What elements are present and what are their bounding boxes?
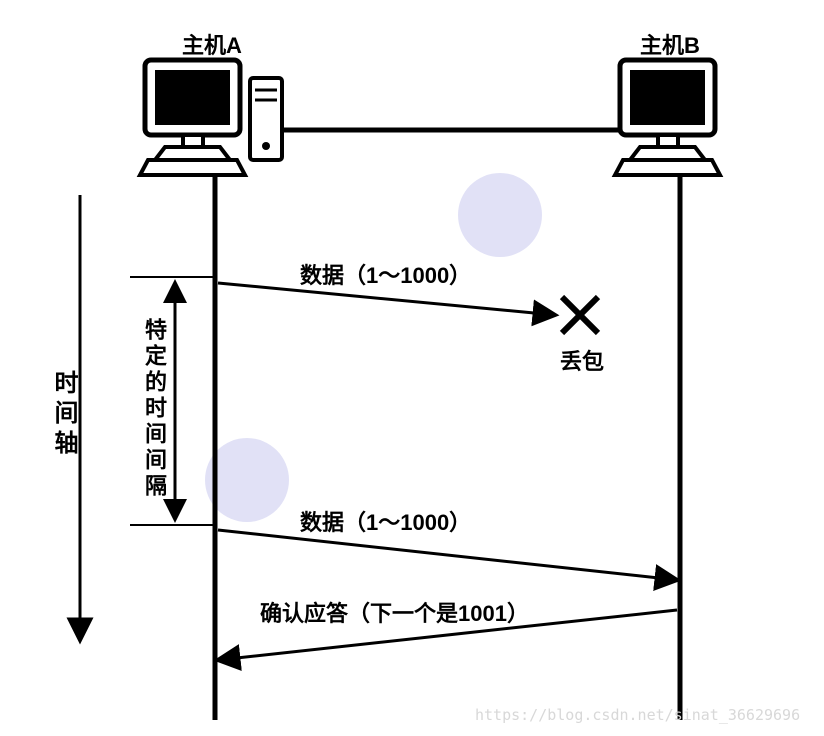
packet-loss-cross [562,297,598,333]
diagram-canvas: 主机A 主机B 时间轴 特定的时间间隔 数据（1～1000） 丢包 数据（1～1… [0,0,824,736]
msg-ack-label: 确认应答（下一个是1001） [260,596,529,628]
time-axis-label: 时间轴 [46,370,81,460]
msg-data2-arrow [218,530,677,580]
host-a-computer [140,60,282,175]
host-a-label: 主机A [182,28,242,60]
host-b-label: 主机B [640,28,700,60]
interval-label: 特定的时间间隔 [138,318,170,500]
msg-data2-label: 数据（1～1000） [300,505,471,537]
host-b-computer [615,60,720,175]
watermark-text: https://blog.csdn.net/sinat_36629696 [475,706,800,724]
msg-data1-label: 数据（1～1000） [300,258,471,290]
packet-loss-label: 丢包 [560,344,604,376]
